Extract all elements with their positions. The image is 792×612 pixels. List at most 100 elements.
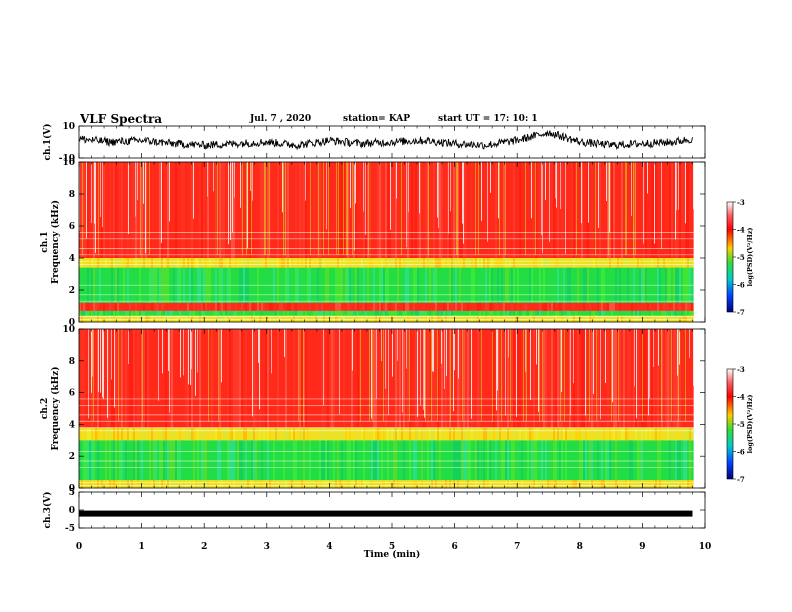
spectrum-column	[519, 162, 521, 258]
spectrum-column	[241, 302, 243, 311]
spectrum-column	[367, 315, 369, 322]
spectrum-streak	[618, 329, 619, 422]
spectrum-column	[243, 310, 245, 316]
spectrum-column	[513, 258, 515, 268]
spectrum-streak	[303, 329, 304, 422]
spectrum-column	[325, 440, 327, 481]
spectrum-column	[97, 302, 99, 311]
spectrum-column	[221, 427, 223, 441]
spectrum-column	[451, 310, 453, 316]
spectrum-column	[625, 440, 627, 481]
spectrum-column	[571, 480, 573, 488]
spectrum-column	[241, 315, 243, 322]
spectrum-column	[321, 310, 323, 316]
spectrum-column	[199, 480, 201, 488]
spectrum-column	[443, 315, 445, 322]
spectrum-column	[439, 302, 441, 311]
spectrum-column	[227, 440, 229, 481]
spectrum-streak	[408, 162, 409, 213]
spectrum-column	[149, 258, 151, 268]
spectrum-column	[111, 258, 113, 268]
spectrum-column	[347, 310, 349, 316]
spectrum-column	[599, 302, 601, 311]
spectrum-column	[443, 310, 445, 316]
spectrum-column	[199, 315, 201, 322]
spectrum-column	[403, 258, 405, 268]
spectrum-column	[541, 315, 543, 322]
spectrum-column	[357, 329, 359, 428]
spectrum-column	[259, 315, 261, 322]
spectrum-column	[479, 258, 481, 268]
spectrum-column	[467, 162, 469, 258]
spectrum-column	[93, 302, 95, 311]
spectrum-column	[493, 315, 495, 322]
spectrum-column	[379, 258, 381, 268]
spectrum-column	[483, 440, 485, 481]
spectrum-column	[361, 315, 363, 322]
spectrum-column	[163, 315, 165, 322]
spectrum-column	[405, 440, 407, 481]
spectrum-column	[637, 440, 639, 481]
spectrum-column	[207, 302, 209, 311]
spectrum-column	[451, 258, 453, 268]
spectrum-column	[669, 440, 671, 481]
spectrum-column	[199, 329, 201, 428]
spectrum-column	[331, 329, 333, 428]
spectrum-streak	[561, 329, 562, 393]
spectrum-column	[167, 162, 169, 258]
spectrum-column	[419, 310, 421, 316]
spectrum-column	[683, 440, 685, 481]
spectrum-column	[185, 162, 187, 258]
spectrum-column	[85, 440, 87, 481]
spectrum-streak	[555, 162, 556, 199]
spectrum-column	[631, 329, 633, 428]
spectrum-column	[201, 310, 203, 316]
spectrum-column	[567, 310, 569, 316]
spectrum-streak	[481, 329, 482, 422]
spectrum-column	[323, 258, 325, 268]
spectrum-streak	[161, 162, 162, 243]
spectrum-column	[689, 480, 691, 488]
spectrum-column	[173, 440, 175, 481]
spectrum-column	[479, 480, 481, 488]
spectrum-column	[261, 440, 263, 481]
spectrum-column	[87, 162, 89, 258]
spectrum-streak	[419, 162, 420, 214]
spectrum-column	[453, 480, 455, 488]
spectrum-column	[541, 258, 543, 268]
spectrum-column	[257, 480, 259, 488]
spectrum-column	[521, 440, 523, 481]
spectrum-column	[459, 329, 461, 428]
spectrum-column	[573, 162, 575, 258]
spectrum-column	[175, 315, 177, 322]
spectrum-column	[347, 440, 349, 481]
spectrum-column	[549, 480, 551, 488]
spectrum-column	[165, 480, 167, 488]
spectrum-column	[461, 440, 463, 481]
spectrum-column	[683, 258, 685, 268]
spectrum-column	[421, 480, 423, 488]
spectrum-streak	[396, 162, 397, 199]
spectrum-streak	[149, 162, 150, 255]
spectrum-column	[299, 427, 301, 441]
spectrum-column	[165, 329, 167, 428]
spectrum-column	[407, 258, 409, 268]
spectrum-column	[197, 258, 199, 268]
spectrum-column	[119, 480, 121, 488]
spectrum-column	[321, 329, 323, 428]
spectrum-column	[377, 162, 379, 258]
spectrum-column	[475, 258, 477, 268]
spectrum-column	[527, 310, 529, 316]
spectrum-streak	[328, 162, 329, 255]
spectrum-streak	[536, 329, 537, 365]
y-tick-label-ch1s: 4	[69, 254, 75, 264]
spectrum-streak	[100, 329, 101, 393]
spectrum-column	[385, 302, 387, 311]
spectrum-column	[339, 310, 341, 316]
spectrum-column	[685, 440, 687, 481]
spectrum-column	[671, 427, 673, 441]
spectrum-streak	[128, 329, 129, 364]
spectrum-column	[253, 329, 255, 428]
spectrum-streak	[247, 162, 248, 249]
